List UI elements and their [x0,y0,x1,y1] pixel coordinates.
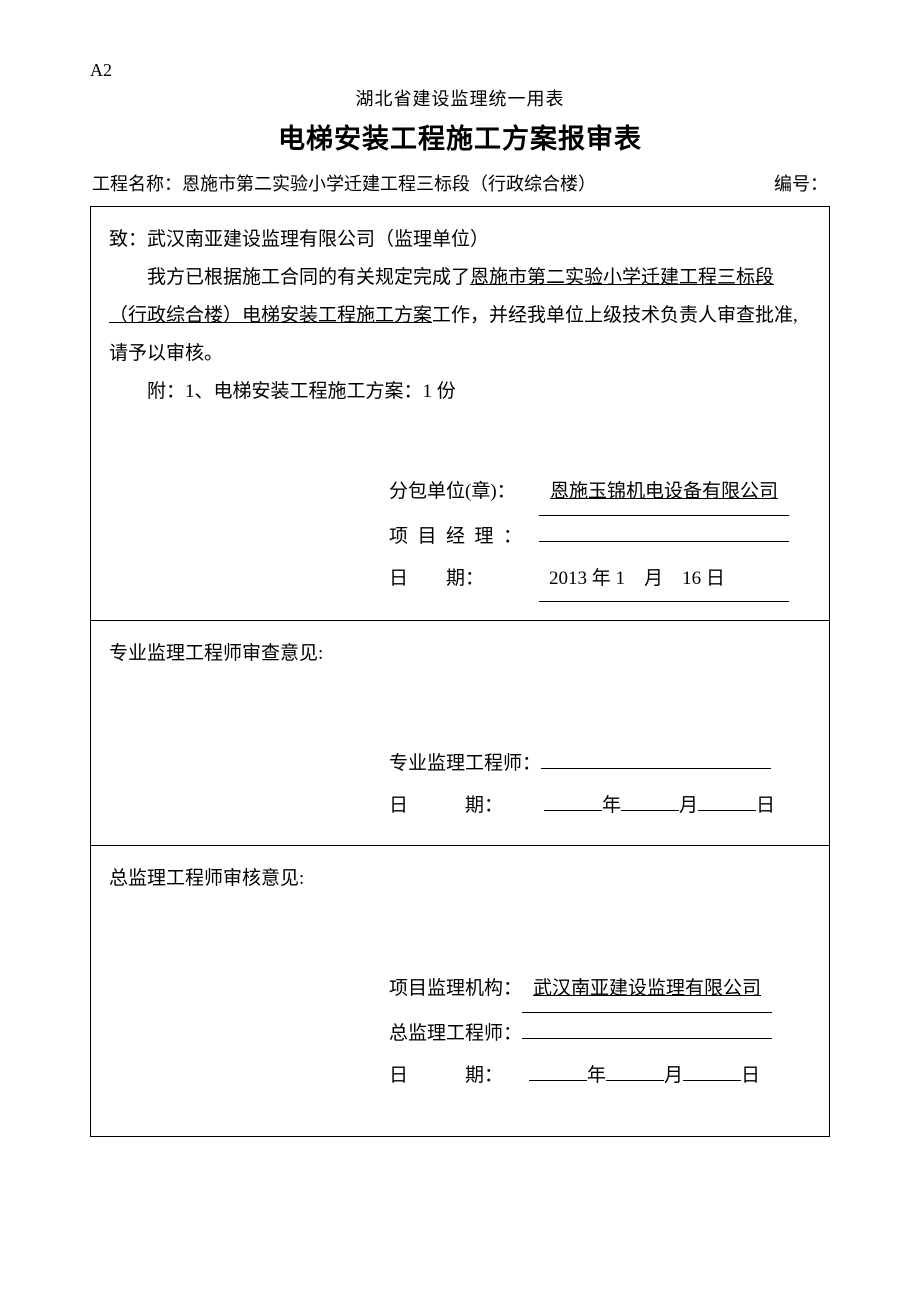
date-label-3: 日 期： [389,1055,529,1097]
form-code: A2 [90,60,830,81]
project-manager-row: 项目经理： [389,516,811,558]
serial-number: 编号： [774,170,828,196]
date-month-2 [621,808,679,811]
date-year-2 [544,808,602,811]
specialist-engineer-label: 专业监理工程师： [389,743,541,785]
submission-cell: 致：武汉南亚建设监理有限公司（监理单位） 我方已根据施工合同的有关规定完成了恩施… [91,207,829,621]
to-prefix: 致： [109,229,147,250]
date-label-2: 日 期： [389,785,544,827]
signature-block-1: 分包单位(章)： 恩施玉锦机电设备有限公司 项目经理： 日 期： 2013 年 … [109,471,811,602]
page: A2 湖北省建设监理统一用表 电梯安装工程施工方案报审表 工程名称：恩施市第二实… [0,0,920,1302]
date-year-1: 2013 [549,568,587,589]
specialist-engineer-value [541,766,771,769]
signature-block-3: 项目监理机构： 武汉南亚建设监理有限公司 总监理工程师： 日 期： 年 月 日 [109,968,811,1096]
subcontractor-value: 恩施玉锦机电设备有限公司 [539,471,789,516]
body-paragraph: 我方已根据施工合同的有关规定完成了恩施市第二实验小学迁建工程三标段（行政综合楼）… [109,259,811,373]
body-prefix: 我方已根据施工合同的有关规定完成了 [147,267,470,288]
header-title: 电梯安装工程施工方案报审表 [90,117,830,156]
specialist-engineer-row: 专业监理工程师： [389,743,811,785]
specialist-opinion-cell: 专业监理工程师审查意见: 专业监理工程师： 日 期： 年 月 日 [91,621,829,846]
date-label-1: 日 期： [389,558,539,600]
signature-block-2: 专业监理工程师： 日 期： 年 月 日 [109,743,811,827]
serial-label: 编号： [774,174,828,194]
date-day-1: 16 [682,568,701,589]
date-month-3 [606,1078,664,1081]
date-row-2: 日 期： 年 月 日 [389,785,811,827]
meta-row: 工程名称：恩施市第二实验小学迁建工程三标段（行政综合楼） 编号： [90,170,830,196]
specialist-opinion-label: 专业监理工程师审查意见: [109,635,811,673]
attachment-line: 附：1、电梯安装工程施工方案：1 份 [109,373,811,411]
date-year-3 [529,1078,587,1081]
supervision-org-row: 项目监理机构： 武汉南亚建设监理有限公司 [389,968,811,1013]
to-unit: 武汉南亚建设监理有限公司（监理单位） [147,229,489,250]
project-name: 工程名称：恩施市第二实验小学迁建工程三标段（行政综合楼） [92,170,596,196]
date-value-1: 2013 年 1 月 16 日 [539,558,789,603]
date-month-1: 1 [616,568,626,589]
chief-engineer-label: 总监理工程师： [389,1013,522,1055]
date-day-2 [698,808,756,811]
chief-engineer-row: 总监理工程师： [389,1013,811,1055]
chief-opinion-cell: 总监理工程师审核意见: 项目监理机构： 武汉南亚建设监理有限公司 总监理工程师：… [91,846,829,1137]
supervision-org-value: 武汉南亚建设监理有限公司 [522,968,772,1013]
date-day-3 [683,1078,741,1081]
project-name-value: 恩施市第二实验小学迁建工程三标段（行政综合楼） [182,174,596,194]
chief-opinion-label: 总监理工程师审核意见: [109,860,811,898]
header-subtitle: 湖北省建设监理统一用表 [90,85,830,111]
form-box: 致：武汉南亚建设监理有限公司（监理单位） 我方已根据施工合同的有关规定完成了恩施… [90,206,830,1137]
chief-engineer-value [522,1036,772,1039]
date-row-1: 日 期： 2013 年 1 月 16 日 [389,558,811,603]
supervision-org-label: 项目监理机构： [389,968,522,1010]
subcontractor-row: 分包单位(章)： 恩施玉锦机电设备有限公司 [389,471,811,516]
date-row-3: 日 期： 年 月 日 [389,1055,811,1097]
subcontractor-label: 分包单位(章)： [389,471,539,513]
project-manager-value [539,539,789,542]
to-line: 致：武汉南亚建设监理有限公司（监理单位） [109,221,811,259]
project-label: 工程名称： [92,174,182,194]
project-manager-label: 项目经理： [389,516,539,558]
